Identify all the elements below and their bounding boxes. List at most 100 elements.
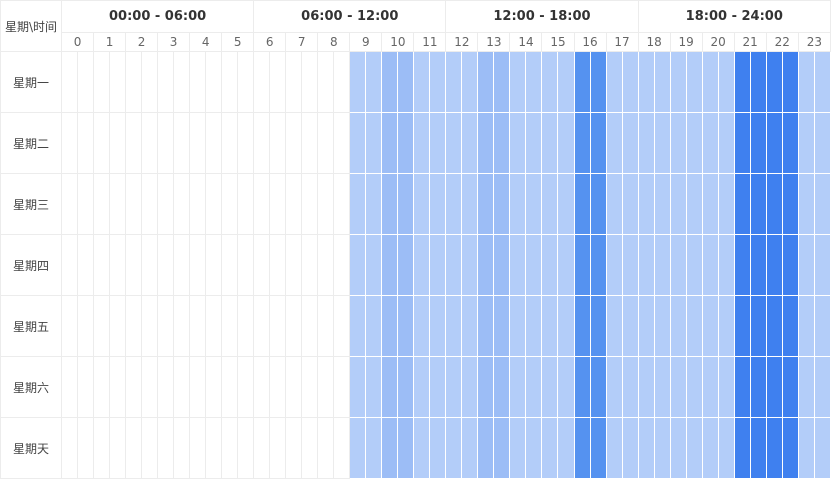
time-slot-cell[interactable] [269, 112, 287, 174]
time-slot-cell[interactable] [429, 417, 447, 479]
time-slot-cell[interactable] [285, 173, 303, 235]
time-slot-cell[interactable] [813, 112, 832, 174]
time-slot-cell[interactable] [301, 51, 319, 113]
time-slot-cell[interactable] [605, 51, 623, 113]
time-slot-cell[interactable] [765, 173, 783, 235]
time-slot-cell[interactable] [701, 173, 719, 235]
time-slot-cell[interactable] [269, 234, 287, 296]
time-slot-cell[interactable] [653, 295, 671, 357]
time-slot-cell[interactable] [429, 295, 447, 357]
time-slot-cell[interactable] [189, 417, 207, 479]
time-slot-cell[interactable] [317, 173, 335, 235]
time-slot-cell[interactable] [509, 234, 527, 296]
time-slot-cell[interactable] [781, 112, 799, 174]
time-slot-cell[interactable] [477, 234, 495, 296]
time-slot-cell[interactable] [749, 295, 767, 357]
time-slot-cell[interactable] [285, 295, 303, 357]
time-slot-cell[interactable] [109, 356, 127, 418]
time-slot-cell[interactable] [349, 51, 367, 113]
time-slot-cell[interactable] [301, 173, 319, 235]
time-slot-cell[interactable] [285, 356, 303, 418]
time-slot-cell[interactable] [813, 356, 832, 418]
time-slot-cell[interactable] [397, 417, 415, 479]
time-slot-cell[interactable] [573, 234, 591, 296]
time-slot-cell[interactable] [237, 234, 255, 296]
time-slot-cell[interactable] [557, 356, 575, 418]
time-slot-cell[interactable] [93, 112, 111, 174]
time-slot-cell[interactable] [509, 417, 527, 479]
time-slot-cell[interactable] [157, 417, 175, 479]
time-slot-cell[interactable] [381, 295, 399, 357]
time-slot-cell[interactable] [573, 356, 591, 418]
time-slot-cell[interactable] [333, 173, 351, 235]
time-slot-cell[interactable] [717, 356, 735, 418]
time-slot-cell[interactable] [477, 173, 495, 235]
time-slot-cell[interactable] [125, 112, 143, 174]
time-slot-cell[interactable] [109, 51, 127, 113]
time-slot-cell[interactable] [413, 51, 431, 113]
time-slot-cell[interactable] [589, 295, 607, 357]
time-slot-cell[interactable] [157, 51, 175, 113]
time-slot-cell[interactable] [493, 51, 511, 113]
time-slot-cell[interactable] [381, 112, 399, 174]
time-slot-cell[interactable] [141, 173, 159, 235]
time-slot-cell[interactable] [541, 173, 559, 235]
time-slot-cell[interactable] [637, 112, 655, 174]
time-slot-cell[interactable] [381, 234, 399, 296]
time-slot-cell[interactable] [557, 234, 575, 296]
time-slot-cell[interactable] [317, 356, 335, 418]
time-slot-cell[interactable] [589, 173, 607, 235]
time-slot-cell[interactable] [573, 173, 591, 235]
time-slot-cell[interactable] [717, 51, 735, 113]
time-slot-cell[interactable] [269, 417, 287, 479]
time-slot-cell[interactable] [461, 234, 479, 296]
time-slot-cell[interactable] [173, 51, 191, 113]
time-slot-cell[interactable] [797, 51, 815, 113]
time-slot-cell[interactable] [573, 51, 591, 113]
time-slot-cell[interactable] [605, 356, 623, 418]
time-slot-cell[interactable] [365, 234, 383, 296]
time-slot-cell[interactable] [125, 173, 143, 235]
time-slot-cell[interactable] [317, 234, 335, 296]
time-slot-cell[interactable] [461, 295, 479, 357]
time-slot-cell[interactable] [525, 51, 543, 113]
time-slot-cell[interactable] [749, 51, 767, 113]
time-slot-cell[interactable] [93, 417, 111, 479]
time-slot-cell[interactable] [253, 295, 271, 357]
time-slot-cell[interactable] [397, 112, 415, 174]
time-slot-cell[interactable] [109, 173, 127, 235]
time-slot-cell[interactable] [333, 112, 351, 174]
time-slot-cell[interactable] [781, 234, 799, 296]
time-slot-cell[interactable] [461, 356, 479, 418]
time-slot-cell[interactable] [269, 51, 287, 113]
time-slot-cell[interactable] [173, 234, 191, 296]
time-slot-cell[interactable] [109, 295, 127, 357]
time-slot-cell[interactable] [589, 112, 607, 174]
time-slot-cell[interactable] [77, 295, 95, 357]
time-slot-cell[interactable] [60, 51, 79, 113]
time-slot-cell[interactable] [365, 51, 383, 113]
time-slot-cell[interactable] [653, 51, 671, 113]
time-slot-cell[interactable] [93, 173, 111, 235]
time-slot-cell[interactable] [589, 234, 607, 296]
time-slot-cell[interactable] [349, 417, 367, 479]
time-slot-cell[interactable] [797, 112, 815, 174]
time-slot-cell[interactable] [397, 173, 415, 235]
time-slot-cell[interactable] [781, 356, 799, 418]
time-slot-cell[interactable] [285, 51, 303, 113]
time-slot-cell[interactable] [285, 112, 303, 174]
time-slot-cell[interactable] [509, 173, 527, 235]
time-slot-cell[interactable] [477, 295, 495, 357]
time-slot-cell[interactable] [717, 295, 735, 357]
time-slot-cell[interactable] [413, 234, 431, 296]
time-slot-cell[interactable] [205, 356, 223, 418]
time-slot-cell[interactable] [701, 51, 719, 113]
time-slot-cell[interactable] [621, 417, 639, 479]
time-slot-cell[interactable] [301, 234, 319, 296]
time-slot-cell[interactable] [60, 356, 79, 418]
time-slot-cell[interactable] [589, 51, 607, 113]
time-slot-cell[interactable] [717, 234, 735, 296]
time-slot-cell[interactable] [781, 417, 799, 479]
time-slot-cell[interactable] [493, 112, 511, 174]
time-slot-cell[interactable] [733, 356, 751, 418]
